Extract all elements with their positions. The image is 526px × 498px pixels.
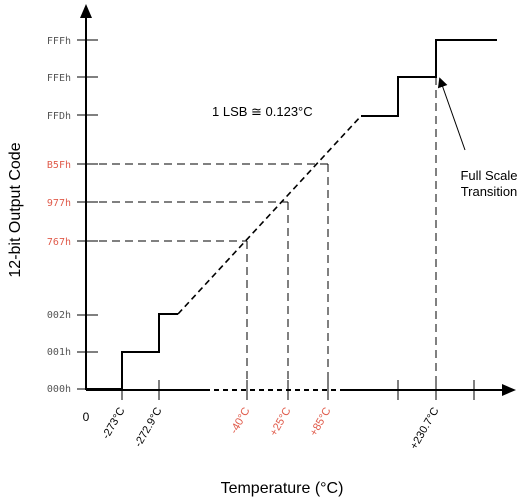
y-tick-label-002h: 002h — [47, 310, 71, 321]
origin-label: 0 — [83, 410, 90, 424]
y-tick-label-b5fh: B5Fh — [47, 160, 71, 171]
y-tick-label-767h: 767h — [47, 237, 71, 248]
y-axis-arrow — [80, 4, 92, 18]
x-tick-label-pos25: +25°C — [268, 405, 294, 438]
x-tick-label-neg272-9: -272.9°C — [132, 405, 164, 449]
y-axis-title: 12-bit Output Code — [7, 142, 24, 277]
guide-lines — [86, 77, 437, 390]
y-tick-labels: 000h 001h 002h 767h 977h B5Fh FFDh FFEh … — [47, 36, 71, 395]
lower-staircase — [86, 313, 178, 390]
callout-line-1: Full Scale — [460, 168, 517, 183]
x-tick-label-neg40: -40°C — [228, 405, 253, 436]
lsb-annotation: 1 LSB ≅ 0.123°C — [212, 104, 313, 119]
transfer-dashed-line — [177, 115, 362, 315]
x-axis-title: Temperature (°C) — [221, 480, 344, 497]
x-tick-labels: -273°C -272.9°C -40°C +25°C +85°C +230.7… — [100, 405, 442, 451]
y-tick-label-000h: 000h — [47, 384, 71, 395]
x-tick-label-pos85: +85°C — [308, 405, 334, 438]
y-tick-label-fffh: FFFh — [47, 36, 71, 47]
y-tick-label-977h: 977h — [47, 198, 71, 209]
x-tick-label-pos230-7: +230.7°C — [408, 405, 442, 451]
y-tick-label-001h: 001h — [47, 347, 71, 358]
upper-staircase — [361, 39, 497, 117]
callout-arrow — [437, 77, 466, 151]
y-tick-label-ffdh: FFDh — [47, 111, 71, 122]
x-tick-label-neg273: -273°C — [100, 405, 128, 441]
y-tick-label-ffeh: FFEh — [47, 73, 71, 84]
x-axis-arrow — [502, 384, 516, 396]
callout-line-2: Transition — [461, 184, 518, 199]
y-tick-marks — [77, 39, 98, 390]
